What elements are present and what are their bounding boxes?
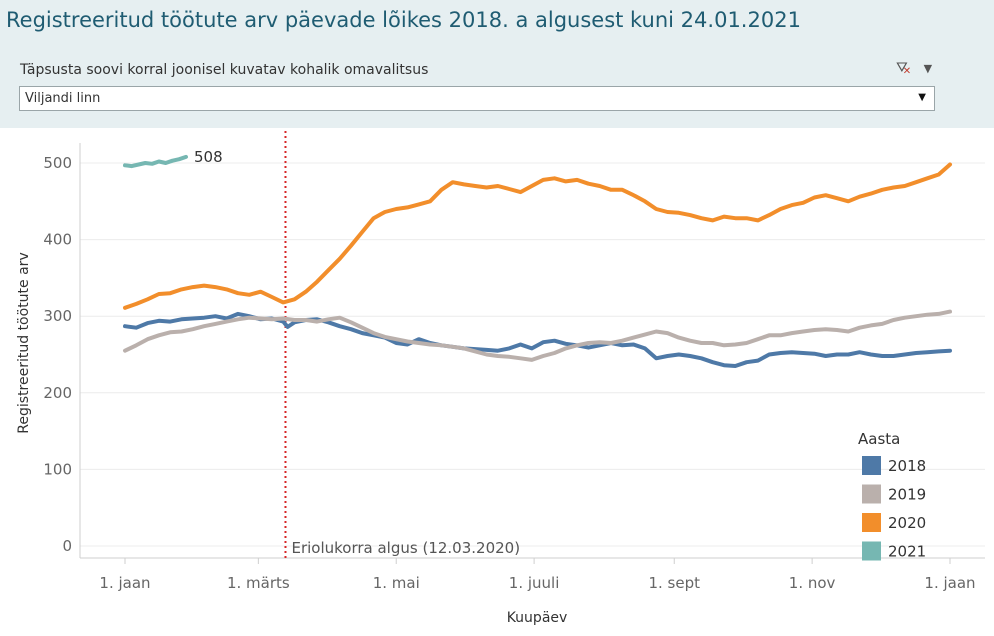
y-tick-label: 400 <box>43 231 72 249</box>
x-tick-label: 1. nov <box>789 574 836 592</box>
y-tick-label: 500 <box>43 154 72 172</box>
filter-controls: ⛛✕ ▼ <box>896 60 932 77</box>
legend-swatch-2020[interactable] <box>862 513 881 532</box>
legend-label-2019[interactable]: 2019 <box>888 486 926 504</box>
annotation-label: Eriolukorra algus (12.03.2020) <box>291 539 520 557</box>
legend-swatch-2018[interactable] <box>862 456 881 475</box>
series-line-2020[interactable] <box>123 162 952 310</box>
x-tick-label: 1. jaan <box>99 574 150 592</box>
chevron-down-icon[interactable]: ▼ <box>918 92 926 103</box>
y-tick-label: 200 <box>43 384 72 402</box>
selected-municipality: Viljandi linn <box>25 91 101 106</box>
x-axis-title: Kuupäev <box>507 610 568 626</box>
y-axis-title: Registreeritud töötute arv <box>16 252 32 433</box>
page-title: Registreeritud töötute arv päevade lõike… <box>6 8 801 32</box>
y-tick-label: 300 <box>43 307 72 325</box>
x-axis: 1. jaan 1. märts 1. mai 1. juuli 1. sept 1. n… <box>80 557 985 592</box>
annotation: Eriolukorra algus (12.03.2020) <box>284 131 520 558</box>
filter-panel: Registreeritud töötute arv päevade lõike… <box>0 0 994 128</box>
legend-label-2018[interactable]: 2018 <box>888 457 926 475</box>
series-lines: 508 <box>123 148 952 368</box>
series-line-2019[interactable] <box>123 309 952 362</box>
legend-swatch-2021[interactable] <box>862 541 881 561</box>
legend-label-2020[interactable]: 2020 <box>888 514 926 532</box>
dropdown-arrow-icon[interactable]: ▼ <box>923 62 933 75</box>
x-tick-label: 1. mai <box>373 574 420 592</box>
legend: Aasta 2018 2019 2020 2021 <box>858 430 926 561</box>
legend-title: Aasta <box>858 430 900 448</box>
municipality-select[interactable]: Viljandi linn ▼ <box>19 86 935 111</box>
filter-label: Täpsusta soovi korral joonisel kuvatav k… <box>20 62 429 78</box>
filter-clear-icon[interactable]: ⛛✕ <box>896 60 912 77</box>
x-tick-label: 1. sept <box>648 574 700 592</box>
x-tick-label: 1. jaan <box>924 574 975 592</box>
legend-swatch-2019[interactable] <box>862 484 881 504</box>
x-tick-label: 1. märts <box>227 574 290 592</box>
legend-label-2021[interactable]: 2021 <box>888 543 926 561</box>
series-line-2021[interactable] <box>123 154 188 169</box>
x-tick-label: 1. juuli <box>509 574 560 592</box>
y-tick-label: 0 <box>62 537 72 555</box>
end-value-label: 508 <box>194 148 223 166</box>
y-tick-label: 100 <box>43 460 72 478</box>
y-axis: 0 100 200 300 400 500 <box>43 143 81 558</box>
